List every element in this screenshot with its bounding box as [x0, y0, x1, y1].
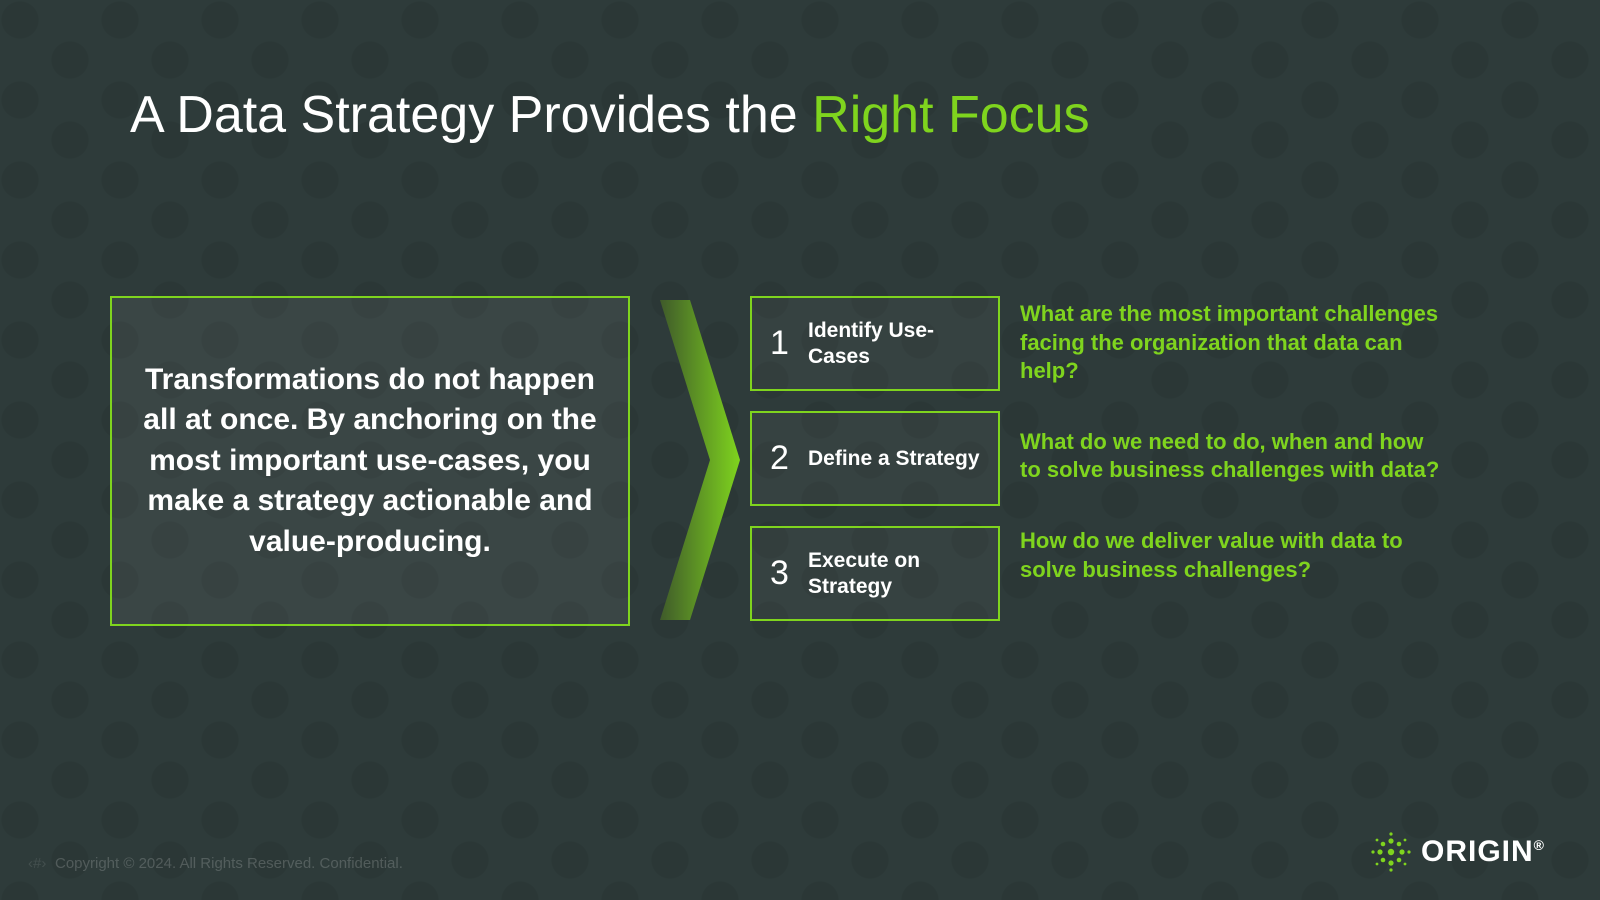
step-3: 3 Execute on Strategy: [750, 526, 1000, 621]
steps-column: 1 Identify Use-Cases 2 Define a Strategy…: [750, 296, 1000, 621]
step-2-label: Define a Strategy: [808, 446, 980, 471]
logo-word: ORIGIN: [1421, 835, 1534, 868]
logo-registered: ®: [1534, 837, 1545, 853]
title-prefix: A Data Strategy Provides the: [130, 86, 812, 144]
step-1: 1 Identify Use-Cases: [750, 296, 1000, 391]
step-1-number: 1: [770, 324, 808, 363]
step-2-number: 2: [770, 439, 808, 478]
logo-text: ORIGIN®: [1421, 835, 1545, 869]
step-3-number: 3: [770, 554, 808, 593]
question-1: What are the most important challenges f…: [1020, 300, 1440, 386]
step-3-label: Execute on Strategy: [808, 548, 984, 598]
question-2: What do we need to do, when and how to s…: [1020, 428, 1440, 485]
footer-copyright: Copyright © 2024. All Rights Reserved. C…: [55, 855, 403, 872]
brand-logo: ORIGIN®: [1371, 832, 1545, 872]
logo-mark-icon: [1371, 832, 1411, 872]
question-3: How do we deliver value with data to sol…: [1020, 527, 1440, 584]
questions-column: What are the most important challenges f…: [1020, 300, 1440, 584]
step-2: 2 Define a Strategy: [750, 411, 1000, 506]
slide-title: A Data Strategy Provides the Right Focus: [130, 85, 1090, 145]
step-1-label: Identify Use-Cases: [808, 318, 984, 368]
page-number: ‹#›: [28, 855, 46, 872]
title-accent: Right Focus: [812, 86, 1089, 144]
quote-box: Transformations do not happen all at onc…: [110, 296, 630, 626]
quote-text: Transformations do not happen all at onc…: [142, 360, 598, 563]
